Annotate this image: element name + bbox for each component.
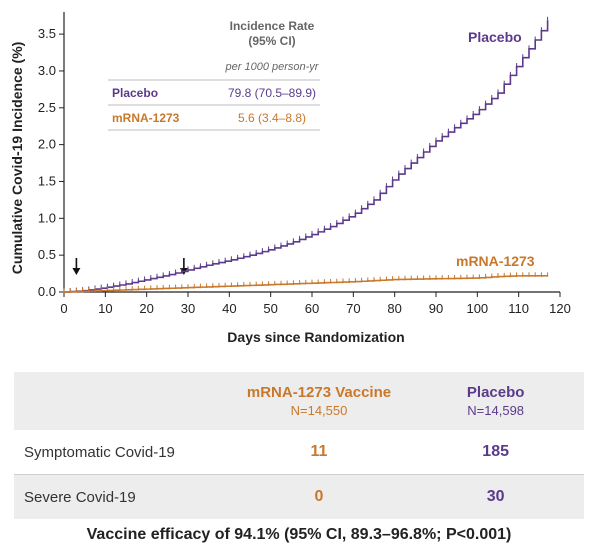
y-tick-label: 1.0	[38, 210, 56, 225]
inset-header: Incidence Rate	[230, 19, 315, 33]
placebo-count: 185	[407, 430, 584, 475]
results-table: mRNA-1273 Vaccine N=14,550 Placebo N=14,…	[14, 372, 584, 519]
table-row: Symptomatic Covid-19 11 185	[14, 430, 584, 475]
x-tick-label: 20	[139, 301, 153, 316]
placebo-group-name: Placebo	[466, 384, 525, 401]
inset-row-mrna-name: mRNA-1273	[112, 111, 180, 125]
x-tick-label: 70	[346, 301, 360, 316]
inset-row-mrna-value: 5.6 (3.4–8.8)	[238, 111, 306, 125]
y-tick-label: 2.0	[38, 137, 56, 152]
mrna-count: 11	[230, 430, 408, 475]
incidence-chart: 0 10 20 30 40 50 60 70 80 90 100 110 120 0.0 0.5 1.0 1.5…	[9, 12, 571, 345]
x-tick-label: 10	[98, 301, 112, 316]
placebo-group-n: N=14,598	[467, 403, 525, 418]
x-tick-label: 40	[222, 301, 236, 316]
series-layer	[63, 16, 549, 293]
y-tick-label: 3.0	[38, 63, 56, 78]
mrna-group-name: mRNA-1273 Vaccine	[246, 384, 392, 401]
mrna-group-n: N=14,550	[290, 403, 348, 418]
incidence-rate-inset: Incidence Rate (95% CI) per 1000 person-…	[108, 19, 320, 131]
dose-arrow-head	[72, 268, 81, 275]
row-label: Symptomatic Covid-19	[14, 430, 231, 475]
inset-row-placebo-value: 79.8 (70.5–89.9)	[228, 86, 316, 100]
x-tick-label: 0	[60, 301, 67, 316]
placebo-count: 30	[407, 474, 584, 519]
x-tick-label: 110	[508, 301, 529, 316]
x-tick-label: 80	[387, 301, 401, 316]
y-tick-label: 1.5	[38, 173, 56, 188]
inset-subheader: per 1000 person-yr	[225, 61, 320, 73]
y-tick-label: 0.0	[38, 284, 56, 299]
row-label: Severe Covid-19	[14, 474, 231, 519]
table-header-placebo: Placebo N=14,598	[407, 372, 584, 430]
inset-row-placebo-name: Placebo	[112, 86, 158, 100]
table-header-mrna: mRNA-1273 Vaccine N=14,550	[230, 372, 408, 430]
table-row: Severe Covid-19 0 30	[14, 474, 584, 519]
placebo-count-value: 185	[482, 443, 509, 460]
axes: 0 10 20 30 40 50 60 70 80 90 100 110 120 0.0 0.5 1.0 1.5…	[38, 12, 571, 316]
x-tick-label: 60	[305, 301, 319, 316]
x-tick-label: 50	[263, 301, 277, 316]
mrna-count-value: 0	[314, 488, 324, 505]
table-header-blank	[14, 372, 231, 430]
table-header-row: mRNA-1273 Vaccine N=14,550 Placebo N=14,…	[14, 372, 584, 430]
series-label-placebo: Placebo	[468, 29, 522, 45]
vaccine-efficacy-statement: Vaccine efficacy of 94.1% (95% CI, 89.3–…	[86, 526, 512, 543]
x-tick-label: 90	[429, 301, 443, 316]
x-axis-title: Days since Randomization	[227, 329, 404, 345]
x-tick-label: 30	[181, 301, 195, 316]
inset-header-ci: (95% CI)	[248, 34, 295, 48]
y-tick-label: 2.5	[38, 100, 56, 115]
y-axis-title: Cumulative Covid-19 Incidence (%)	[9, 42, 25, 275]
placebo-count-value: 30	[486, 488, 505, 505]
x-tick-label: 100	[466, 301, 488, 316]
mrna-count: 0	[230, 474, 408, 519]
y-tick-label: 3.5	[38, 26, 56, 41]
series-label-mrna: mRNA-1273	[456, 253, 535, 269]
y-tick-label: 0.5	[38, 247, 56, 262]
x-tick-label: 120	[549, 301, 571, 316]
mrna-count-value: 11	[310, 443, 328, 460]
